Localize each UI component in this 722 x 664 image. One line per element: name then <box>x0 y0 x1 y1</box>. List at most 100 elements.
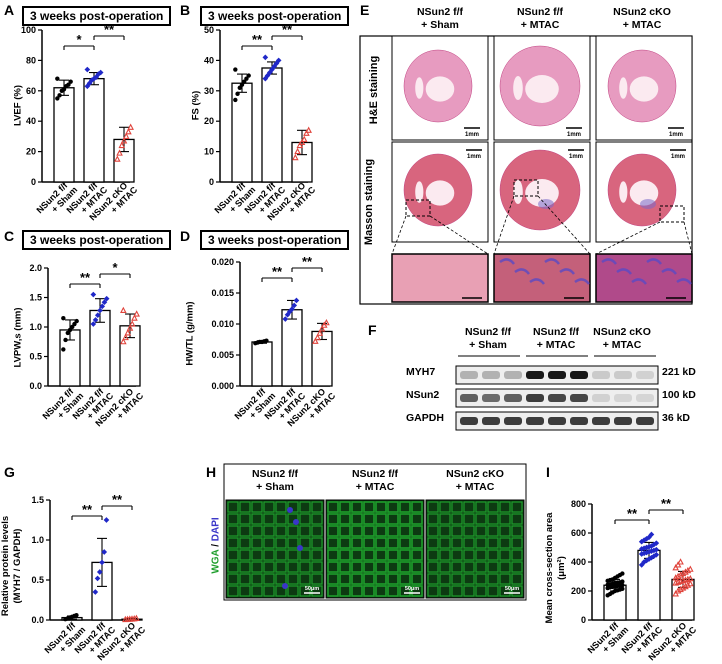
fibrosis-strand <box>676 278 692 285</box>
cell-outline <box>299 561 311 573</box>
y-tick-label: 2.0 <box>29 263 42 273</box>
blot-band <box>614 371 632 379</box>
data-point <box>103 517 110 523</box>
cell-outline <box>463 537 475 549</box>
blot-band <box>526 394 544 402</box>
cell-outline <box>463 525 475 537</box>
f-header-cko-1: NSun2 cKO <box>593 326 651 338</box>
cell-outline <box>487 501 499 513</box>
zoom-line <box>391 215 407 255</box>
cell-outline <box>227 561 239 573</box>
y-tick-label: 50 <box>204 25 214 35</box>
cell-outline <box>251 525 263 537</box>
cell-outline <box>311 585 323 597</box>
fibrosis-strand <box>559 268 575 275</box>
masson-heart-lumen <box>425 180 455 206</box>
blot-band <box>636 371 654 379</box>
data-point <box>648 531 655 538</box>
cell-outline <box>463 501 475 513</box>
cell-outline <box>275 573 287 585</box>
cell-outline <box>399 573 411 585</box>
h-header-sham-2: + Sham <box>256 481 294 493</box>
fibrosis-strand <box>514 268 530 275</box>
cell-outline <box>499 537 511 549</box>
sig-label: ** <box>627 506 638 521</box>
y-tick-label: 0 <box>31 177 36 187</box>
data-point <box>118 141 126 149</box>
dapi-nucleus <box>293 519 299 525</box>
y-tick-label: 30 <box>204 86 214 96</box>
y-tick-label: 0 <box>209 177 214 187</box>
y-tick-label: 60 <box>26 86 36 96</box>
y-tick-label: 0.5 <box>29 352 42 362</box>
y-tick-label: 800 <box>571 499 586 509</box>
data-point <box>233 67 238 72</box>
blot-band <box>570 394 588 402</box>
data-point <box>262 54 269 61</box>
blot-band <box>526 371 544 379</box>
cell-outline <box>411 561 423 573</box>
cell-outline <box>463 513 475 525</box>
data-point <box>92 317 99 323</box>
cell-outline <box>339 549 351 561</box>
cell-outline <box>263 537 275 549</box>
data-point <box>97 307 103 314</box>
f-band-gapdh: GAPDH <box>406 412 444 424</box>
cell-outline <box>263 513 275 525</box>
scale-label: 1mm <box>467 154 481 160</box>
data-point <box>292 153 299 161</box>
cell-outline <box>375 549 387 561</box>
cell-outline <box>463 561 475 573</box>
sig-label: ** <box>252 32 263 47</box>
cell-outline <box>387 513 399 525</box>
cell-outline <box>387 585 399 597</box>
cell-outline <box>387 525 399 537</box>
cell-outline <box>263 501 275 513</box>
bar <box>261 67 283 183</box>
f-header-cko-2: + MTAC <box>602 339 642 351</box>
blot-band <box>592 371 610 379</box>
data-point <box>133 614 140 621</box>
blot-band <box>504 417 522 425</box>
he-heart-lumen <box>425 76 455 102</box>
data-point <box>323 318 330 326</box>
cell-outline <box>387 537 399 549</box>
data-point <box>244 76 249 81</box>
cell-outline <box>363 525 375 537</box>
data-point <box>318 325 326 332</box>
data-point <box>97 69 104 76</box>
zoom-box <box>659 205 685 223</box>
cell-outline <box>399 585 411 597</box>
f-kd-myh7: 221 kD <box>662 366 696 378</box>
data-point <box>235 91 240 97</box>
h-header-mtac-1: NSun2 f/f <box>351 468 399 480</box>
cell-outline <box>239 549 251 561</box>
fibrosis-strand <box>601 258 617 265</box>
y-tick-label: 0.010 <box>211 319 234 329</box>
data-point <box>289 306 295 312</box>
cell-outline <box>451 573 463 585</box>
cell-outline <box>351 537 363 549</box>
e-row-he: H&E staining <box>368 55 381 125</box>
data-point <box>90 291 97 298</box>
y-tick-label: 400 <box>571 557 586 567</box>
cell-outline <box>363 501 375 513</box>
data-point <box>677 558 684 565</box>
h-header-mtac-2: + MTAC <box>355 481 395 493</box>
e-header-mtac-2: + MTAC <box>520 19 560 31</box>
zoom-line <box>493 195 515 255</box>
cell-outline <box>251 501 263 513</box>
bar <box>53 87 75 183</box>
cell-outline <box>311 561 323 573</box>
data-point <box>120 137 128 144</box>
cell-outline <box>363 561 375 573</box>
cell-outline <box>251 549 263 561</box>
cell-outline <box>351 501 363 513</box>
cell-outline <box>427 501 439 513</box>
data-point <box>55 76 60 81</box>
blot-band <box>570 371 588 379</box>
data-point <box>133 310 140 317</box>
fibrosis-strand <box>529 278 545 285</box>
cell-outline <box>511 585 523 597</box>
